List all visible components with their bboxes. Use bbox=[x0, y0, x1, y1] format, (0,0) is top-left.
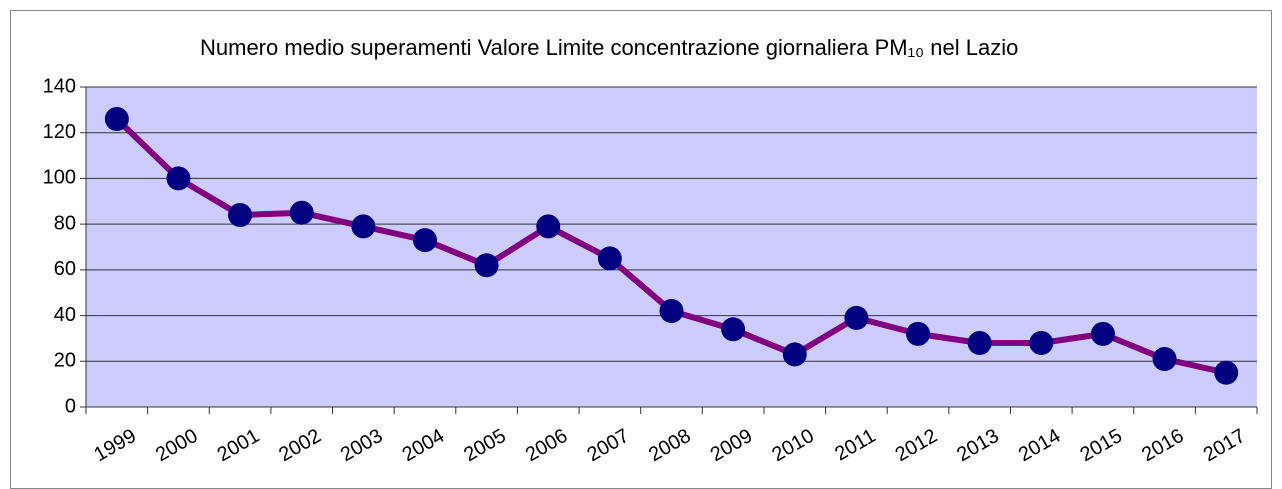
y-tick-label: 0 bbox=[65, 395, 76, 417]
marker bbox=[228, 203, 253, 227]
marker bbox=[474, 253, 499, 278]
marker bbox=[1152, 347, 1177, 371]
marker bbox=[166, 166, 191, 191]
y-tick-label: 20 bbox=[54, 350, 76, 372]
y-tick-label: 80 bbox=[54, 212, 76, 234]
marker bbox=[597, 246, 622, 271]
marker bbox=[967, 331, 992, 355]
y-tick-label: 120 bbox=[43, 121, 76, 143]
marker bbox=[536, 214, 561, 239]
marker bbox=[1029, 331, 1054, 355]
plot-area bbox=[86, 87, 1257, 407]
marker bbox=[1090, 321, 1115, 346]
marker bbox=[351, 214, 376, 239]
marker bbox=[659, 299, 684, 323]
y-tick-label: 60 bbox=[54, 258, 76, 280]
marker bbox=[906, 321, 931, 346]
y-tick-label: 40 bbox=[54, 304, 76, 326]
marker bbox=[412, 228, 437, 253]
y-tick-label: 140 bbox=[43, 75, 76, 97]
marker bbox=[289, 200, 314, 225]
marker bbox=[1214, 360, 1239, 385]
chart-title: Numero medio superamenti Valore Limite c… bbox=[200, 35, 1018, 60]
marker bbox=[844, 305, 869, 330]
marker bbox=[104, 107, 129, 131]
y-tick-label: 100 bbox=[43, 167, 76, 189]
marker bbox=[782, 342, 807, 367]
marker bbox=[721, 317, 746, 342]
